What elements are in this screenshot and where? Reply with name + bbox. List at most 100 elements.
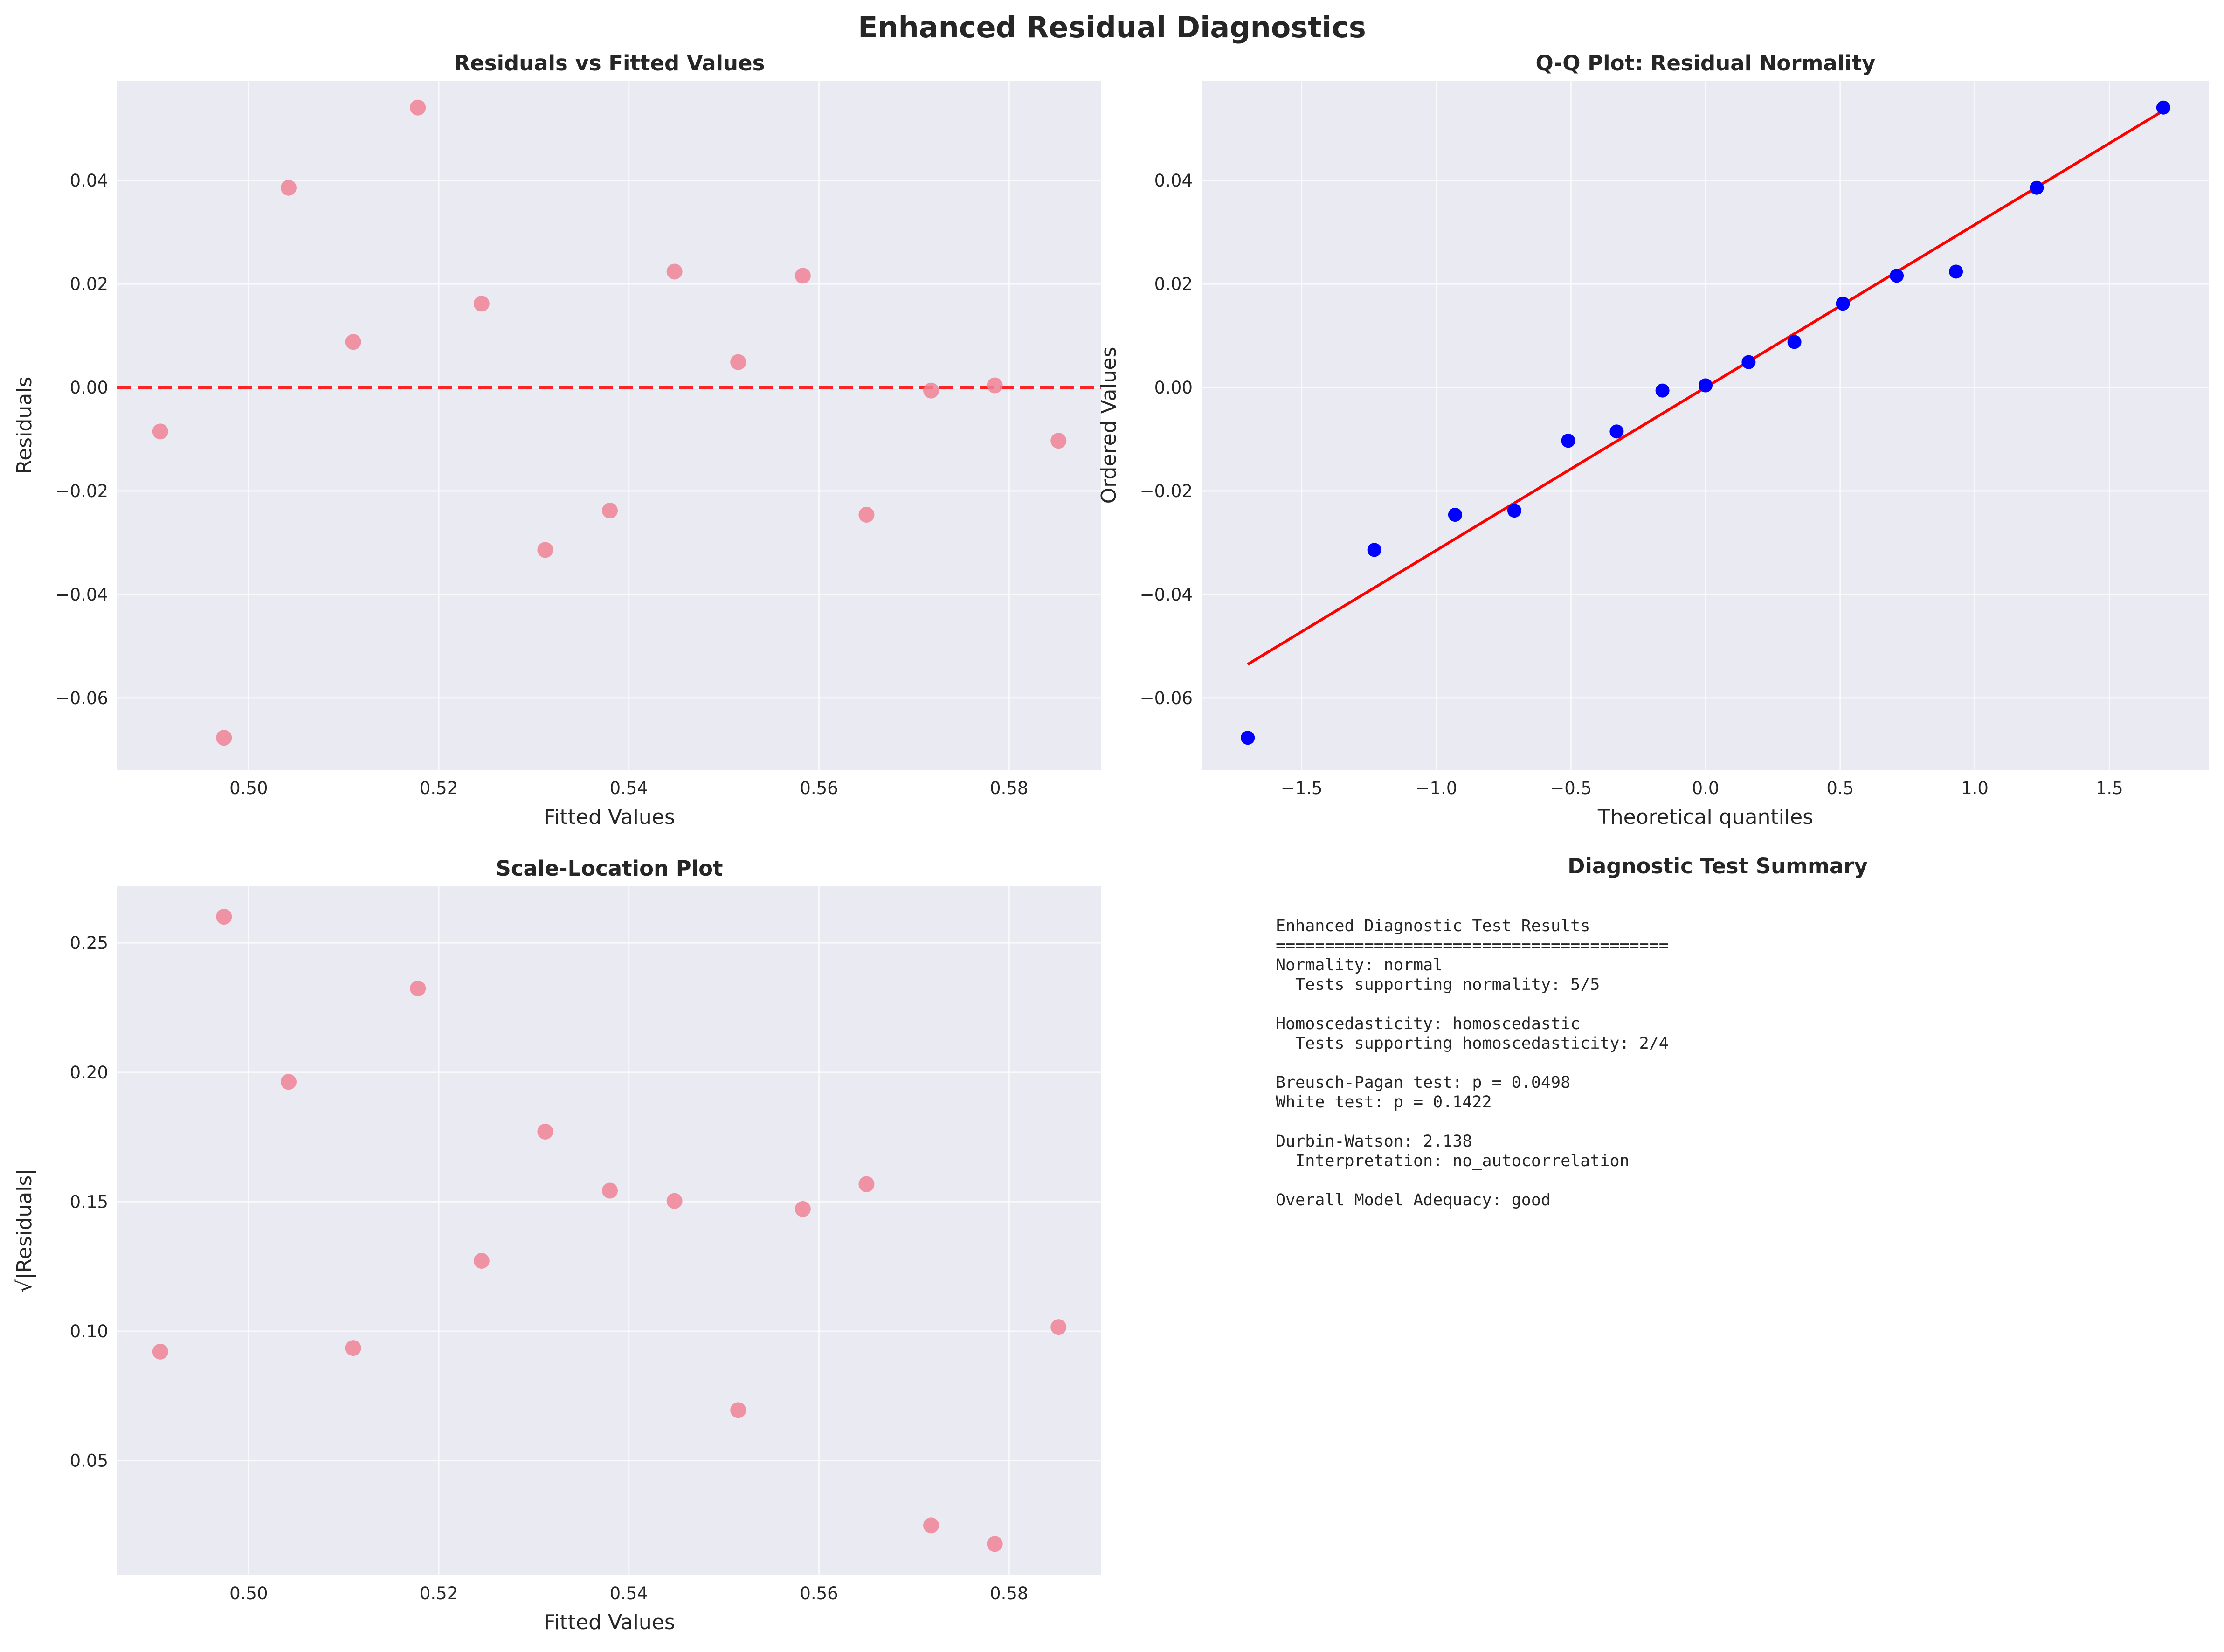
data-point [280, 180, 297, 196]
data-point [152, 423, 168, 440]
data-point [602, 1182, 618, 1199]
plot-area [117, 886, 1101, 1575]
y-tick-label: 0.04 [1154, 171, 1193, 191]
x-tick-labels: 0.50 0.52 0.54 0.56 0.58 [229, 778, 1028, 798]
x-tick-label: 1.5 [2096, 778, 2123, 798]
summary-line: Durbin-Watson: 2.138 [1276, 1132, 1472, 1151]
x-tick-label: −1.5 [1281, 778, 1323, 798]
gridlines [117, 886, 1101, 1575]
data-point [794, 1201, 811, 1217]
scale-location-panel: Scale-Location Plot 0.50 0.52 0.54 0.56 0.58… [13, 856, 1101, 1634]
data-points [152, 99, 1067, 746]
gridlines [1202, 81, 2209, 770]
data-point [1050, 433, 1067, 449]
data-point [1890, 269, 1904, 283]
data-point [216, 909, 232, 925]
data-point [730, 354, 746, 370]
y-tick-label: −0.02 [1140, 481, 1193, 501]
data-point [2156, 100, 2170, 115]
data-point [666, 1193, 683, 1209]
data-point [345, 334, 361, 350]
diagnostic-summary-text: Enhanced Diagnostic Test Results =======… [1276, 916, 1669, 1210]
panel-title: Scale-Location Plot [496, 856, 723, 881]
x-tick-label: 0.50 [229, 778, 268, 798]
data-point [216, 730, 232, 746]
data-point [923, 1517, 939, 1534]
data-point [1655, 383, 1670, 398]
data-point [1448, 507, 1462, 522]
y-tick-label: 0.15 [70, 1192, 108, 1212]
data-point [537, 1123, 553, 1140]
data-point [1050, 1319, 1067, 1335]
x-tick-label: 0.52 [420, 778, 458, 798]
summary-line: Tests supporting homoscedasticity: 2/4 [1276, 1034, 1669, 1053]
x-axis-label: Theoretical quantiles [1597, 805, 1813, 829]
x-tick-label: 0.58 [990, 1583, 1028, 1604]
data-point [1787, 335, 1802, 349]
data-points [1241, 100, 2170, 745]
y-tick-label: 0.00 [70, 378, 108, 398]
data-point [345, 1340, 361, 1356]
data-point [858, 506, 875, 523]
summary-line: ======================================== [1276, 936, 1669, 955]
summary-line: Breusch-Pagan test: p = 0.0498 [1276, 1073, 1571, 1092]
data-point [152, 1343, 168, 1360]
data-point [858, 1176, 875, 1192]
y-tick-label: −0.02 [55, 481, 108, 501]
x-tick-label: 0.0 [1692, 778, 1720, 798]
data-point [410, 99, 426, 116]
y-tick-label: −0.04 [55, 585, 108, 605]
y-tick-labels: 0.05 0.10 0.15 0.20 0.25 [70, 933, 108, 1471]
x-tick-label: 0.5 [1826, 778, 1854, 798]
data-point [1741, 355, 1756, 369]
data-point [602, 503, 618, 519]
y-tick-label: 0.02 [70, 274, 108, 294]
data-point [280, 1074, 297, 1090]
residuals-vs-fitted-panel: Residuals vs Fitted Values 0.50 0.52 0.54 0… [13, 51, 1101, 829]
y-tick-label: −0.04 [1140, 585, 1193, 605]
data-point [2030, 180, 2044, 195]
x-tick-label: −0.5 [1550, 778, 1592, 798]
figure-title: Enhanced Residual Diagnostics [858, 10, 1366, 44]
x-tick-label: 1.0 [1961, 778, 1989, 798]
data-point [1836, 297, 1850, 311]
data-point [1507, 504, 1521, 518]
data-point [1699, 378, 1713, 393]
data-point [923, 382, 939, 399]
y-axis-label: Residuals [13, 377, 36, 474]
y-axis-label: Ordered Values [1097, 347, 1121, 504]
x-axis-label: Fitted Values [544, 805, 675, 829]
summary-line: Homoscedasticity: homoscedastic [1276, 1015, 1581, 1033]
data-point [1949, 264, 1963, 279]
y-tick-label: −0.06 [1140, 688, 1193, 708]
data-point [987, 377, 1003, 394]
y-tick-label: 0.05 [70, 1451, 108, 1471]
x-tick-labels: −1.5 −1.0 −0.5 0.0 0.5 1.0 1.5 [1281, 778, 2123, 798]
y-tick-label: 0.20 [70, 1063, 108, 1083]
x-tick-label: 0.54 [610, 1583, 648, 1604]
data-point [1367, 543, 1381, 557]
x-axis-label: Fitted Values [544, 1611, 675, 1634]
panel-title: Residuals vs Fitted Values [454, 51, 765, 76]
summary-line: Tests supporting normality: 5/5 [1276, 975, 1600, 994]
x-tick-label: 0.56 [800, 778, 838, 798]
x-tick-label: 0.58 [990, 778, 1028, 798]
data-point [1561, 434, 1575, 448]
data-points [152, 909, 1067, 1552]
x-tick-label: −1.0 [1416, 778, 1457, 798]
data-point [794, 268, 811, 284]
data-point [666, 263, 683, 280]
x-tick-label: 0.54 [610, 778, 648, 798]
data-point [987, 1536, 1003, 1552]
plot-area [117, 81, 1101, 770]
panel-title: Q-Q Plot: Residual Normality [1536, 51, 1876, 76]
y-tick-label: −0.06 [55, 688, 108, 708]
qq-plot-panel: Q-Q Plot: Residual Normality −1.5 −1.0 −0.… [1097, 51, 2209, 829]
y-tick-label: 0.00 [1154, 378, 1193, 398]
data-point [537, 542, 553, 558]
y-tick-label: 0.10 [70, 1321, 108, 1341]
y-tick-labels: −0.06 −0.04 −0.02 0.00 0.02 0.04 [1140, 171, 1193, 708]
data-point [473, 1252, 490, 1269]
summary-panel-title: Diagnostic Test Summary [1568, 854, 1868, 878]
